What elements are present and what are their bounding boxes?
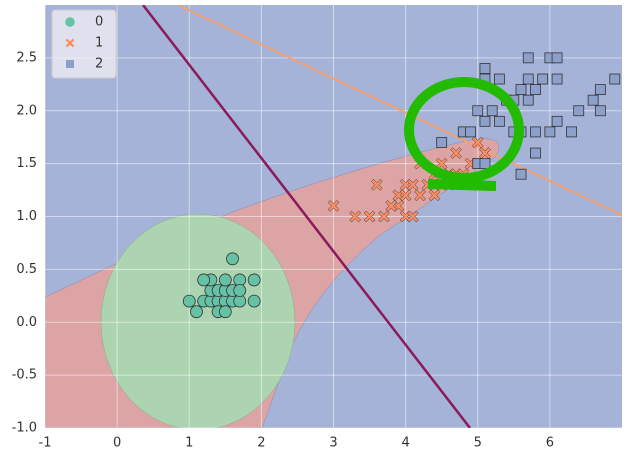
point: [567, 127, 577, 137]
x-tick-label: 6: [546, 436, 554, 451]
point: [487, 106, 497, 116]
point: [516, 169, 526, 179]
y-tick-label: 0.0: [16, 315, 37, 330]
x-tick-label: -1: [39, 436, 52, 451]
y-tick-label: 2.0: [16, 103, 37, 118]
y-tick-label: 1.5: [16, 156, 37, 171]
point: [574, 106, 584, 116]
point: [473, 106, 483, 116]
point: [552, 74, 562, 84]
point: [610, 74, 620, 84]
point: [523, 74, 533, 84]
legend-label: 1: [95, 36, 103, 51]
point: [466, 127, 476, 137]
legend: 0 1 2: [52, 10, 116, 78]
point: [545, 127, 555, 137]
point: [198, 274, 210, 286]
point: [190, 306, 202, 318]
x-tick-label: 0: [113, 436, 121, 451]
point: [248, 295, 260, 307]
legend-label: 2: [95, 57, 103, 72]
legend-box: [52, 10, 116, 78]
x-tick-label: 2: [257, 436, 265, 451]
point: [494, 74, 504, 84]
legend-label: 0: [95, 15, 103, 30]
x-tick-label: 5: [474, 436, 482, 451]
point: [552, 116, 562, 126]
point: [595, 85, 605, 95]
y-tick-label: 0.5: [16, 262, 37, 277]
point: [552, 53, 562, 63]
y-tick-label: -1.0: [12, 421, 37, 436]
y-tick-label: -0.5: [12, 368, 37, 383]
point: [588, 95, 598, 105]
point: [530, 148, 540, 158]
point: [538, 74, 548, 84]
point: [530, 127, 540, 137]
point: [530, 85, 540, 95]
point: [248, 274, 260, 286]
point: [523, 95, 533, 105]
x-tick-label: 4: [401, 436, 409, 451]
point: [523, 53, 533, 63]
legend-marker: [65, 17, 75, 27]
point: [227, 253, 239, 265]
point: [595, 106, 605, 116]
y-tick-label: 2.5: [16, 50, 37, 65]
legend-marker: [66, 60, 74, 68]
point: [480, 63, 490, 73]
point: [494, 116, 504, 126]
point: [183, 295, 195, 307]
y-tick-label: 1.0: [16, 209, 37, 224]
point: [219, 306, 231, 318]
highlight-stroke: [428, 184, 496, 186]
point: [480, 116, 490, 126]
point: [480, 159, 490, 169]
point: [234, 285, 246, 297]
point: [516, 85, 526, 95]
x-tick-label: 3: [329, 436, 337, 451]
x-tick-label: 1: [185, 436, 193, 451]
point: [437, 137, 447, 147]
point: [219, 274, 231, 286]
